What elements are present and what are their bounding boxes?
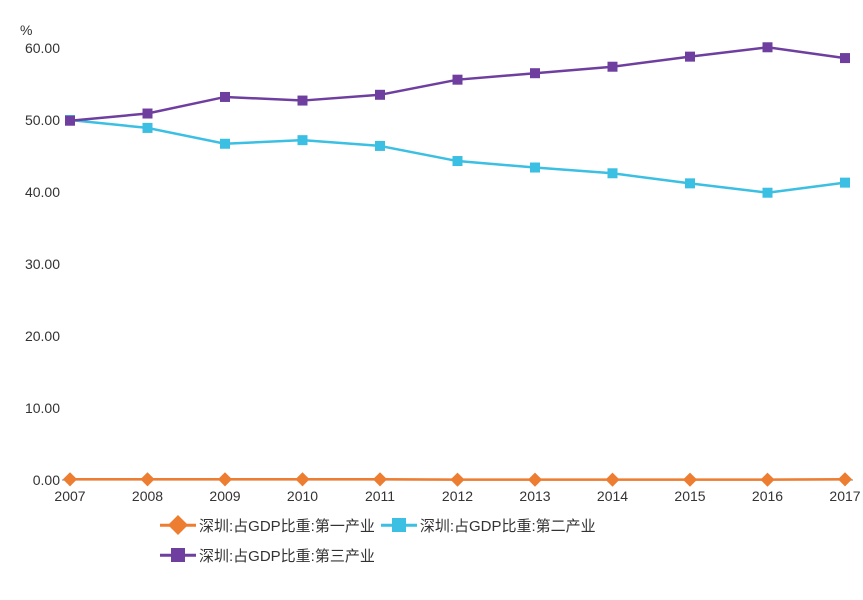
x-axis-label: 2008 <box>132 488 163 504</box>
diamond-marker-icon <box>168 515 188 535</box>
series-marker <box>453 75 462 84</box>
legend-label: 深圳:占GDP比重:第二产业 <box>420 515 596 536</box>
y-axis-label: 30.00 <box>0 256 60 272</box>
series-marker <box>841 54 850 63</box>
series-marker <box>143 123 152 132</box>
series-marker <box>839 473 852 486</box>
x-axis-label: 2010 <box>287 488 318 504</box>
series-marker <box>374 473 387 486</box>
series-marker <box>761 473 774 486</box>
series-marker <box>686 52 695 61</box>
x-axis-label: 2011 <box>365 488 395 504</box>
square-marker-icon <box>392 518 406 532</box>
series-marker <box>606 473 619 486</box>
line-chart: 0.00 10.00 20.00 30.00 40.00 50.00 60.00% 2007 2… <box>0 0 863 600</box>
legend-label: 深圳:占GDP比重:第三产业 <box>199 545 375 566</box>
legend-item: 深圳:占GDP比重:第二产业 <box>381 510 596 540</box>
series-marker <box>141 473 154 486</box>
series-marker <box>608 62 617 71</box>
x-axis-label: 2014 <box>597 488 628 504</box>
series-marker <box>684 473 697 486</box>
series-marker <box>143 109 152 118</box>
y-axis-label: 0.00 <box>0 472 60 488</box>
series-marker <box>763 43 772 52</box>
y-axis-unit: % <box>20 22 32 38</box>
legend-item: 深圳:占GDP比重:第三产业 <box>160 540 375 570</box>
series-marker <box>221 92 230 101</box>
x-axis-label: 2017 <box>829 488 860 504</box>
legend-item: 深圳:占GDP比重:第一产业 <box>160 510 375 540</box>
series-marker <box>608 169 617 178</box>
legend-swatch <box>381 518 417 532</box>
series-marker <box>531 163 540 172</box>
y-axis-label: 10.00 <box>0 400 60 416</box>
series-marker <box>376 141 385 150</box>
series-marker <box>221 139 230 148</box>
x-axis-label: 2015 <box>674 488 705 504</box>
x-axis-label: 2012 <box>442 488 473 504</box>
legend-label: 深圳:占GDP比重:第一产业 <box>199 515 375 536</box>
legend-swatch <box>160 548 196 562</box>
y-axis-label: 40.00 <box>0 184 60 200</box>
series-marker <box>529 473 542 486</box>
legend: 深圳:占GDP比重:第一产业 深圳:占GDP比重:第二产业深圳:占GDP比重:第三… <box>160 510 780 570</box>
x-axis-label: 2007 <box>54 488 85 504</box>
series-marker <box>451 473 464 486</box>
series-marker <box>453 157 462 166</box>
series-marker <box>763 188 772 197</box>
series-marker <box>531 69 540 78</box>
series-marker <box>686 179 695 188</box>
y-axis-label: 20.00 <box>0 328 60 344</box>
y-axis-label: 50.00 <box>0 112 60 128</box>
x-axis-label: 2013 <box>519 488 550 504</box>
series-marker <box>298 136 307 145</box>
series-marker <box>296 473 309 486</box>
series-marker <box>376 90 385 99</box>
series-marker <box>219 473 232 486</box>
x-axis-label: 2009 <box>209 488 240 504</box>
x-axis-label: 2016 <box>752 488 783 504</box>
series-marker <box>66 116 75 125</box>
series-marker <box>64 473 77 486</box>
y-axis-label: 60.00 <box>0 40 60 56</box>
square-marker-icon <box>171 548 185 562</box>
legend-swatch <box>160 518 196 532</box>
series-marker <box>298 96 307 105</box>
series-marker <box>841 178 850 187</box>
